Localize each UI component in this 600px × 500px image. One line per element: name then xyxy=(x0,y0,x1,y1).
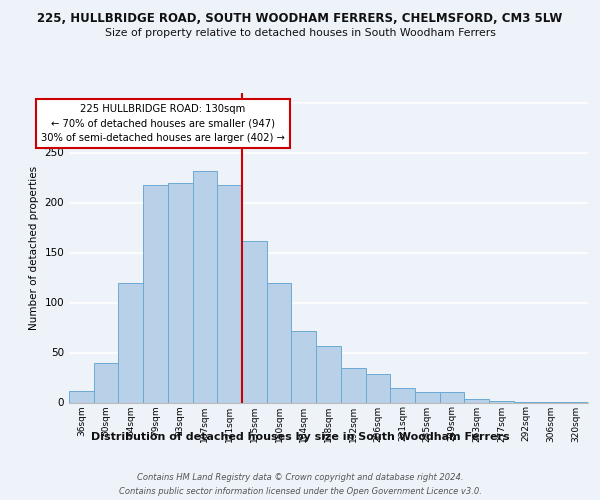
Bar xyxy=(193,170,217,402)
Text: Distribution of detached houses by size in South Woodham Ferrers: Distribution of detached houses by size … xyxy=(91,432,509,442)
Bar xyxy=(168,182,193,402)
Bar xyxy=(242,240,267,402)
Y-axis label: Number of detached properties: Number of detached properties xyxy=(29,166,39,330)
Bar xyxy=(94,362,118,403)
Text: Size of property relative to detached houses in South Woodham Ferrers: Size of property relative to detached ho… xyxy=(104,28,496,38)
Bar xyxy=(440,392,464,402)
Bar xyxy=(341,368,365,402)
Bar xyxy=(143,184,168,402)
Text: Contains HM Land Registry data © Crown copyright and database right 2024.: Contains HM Land Registry data © Crown c… xyxy=(137,472,463,482)
Bar xyxy=(415,392,440,402)
Bar xyxy=(69,390,94,402)
Bar xyxy=(267,282,292,403)
Bar xyxy=(489,400,514,402)
Bar xyxy=(464,398,489,402)
Text: Contains public sector information licensed under the Open Government Licence v3: Contains public sector information licen… xyxy=(119,488,481,496)
Bar xyxy=(217,184,242,402)
Bar xyxy=(365,374,390,402)
Bar xyxy=(316,346,341,403)
Bar xyxy=(118,282,143,403)
Text: 225, HULLBRIDGE ROAD, SOUTH WOODHAM FERRERS, CHELMSFORD, CM3 5LW: 225, HULLBRIDGE ROAD, SOUTH WOODHAM FERR… xyxy=(37,12,563,26)
Bar xyxy=(292,330,316,402)
Text: 225 HULLBRIDGE ROAD: 130sqm
← 70% of detached houses are smaller (947)
30% of se: 225 HULLBRIDGE ROAD: 130sqm ← 70% of det… xyxy=(41,104,285,143)
Bar xyxy=(390,388,415,402)
